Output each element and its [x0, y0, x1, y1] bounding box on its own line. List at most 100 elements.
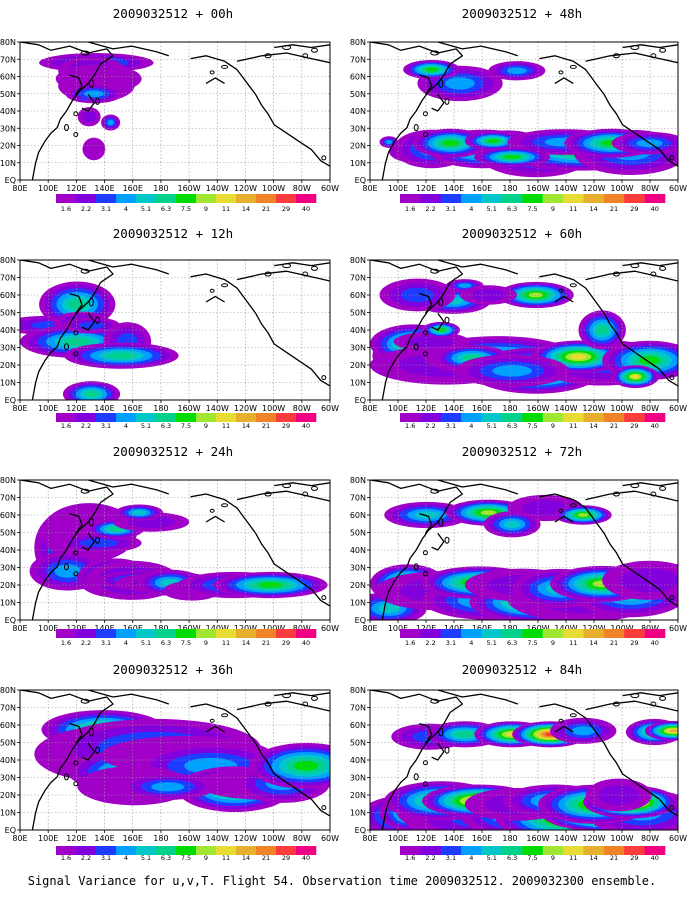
variance-contour: [504, 154, 521, 160]
x-tick-label: 160W: [526, 404, 549, 413]
y-tick-label: 80N: [350, 256, 366, 265]
x-tick-label: 120W: [234, 404, 257, 413]
colorbar-swatch: [563, 194, 584, 203]
colorbar-swatch: [216, 629, 237, 638]
y-tick-label: EQ: [355, 396, 366, 405]
x-tick-label: 160E: [123, 624, 143, 633]
x-tick-label: 160E: [472, 404, 492, 413]
colorbar-swatch: [420, 846, 442, 855]
variance-contour: [408, 335, 455, 348]
colorbar-label: 9: [204, 854, 208, 862]
colorbar-label: 5.1: [141, 422, 151, 430]
coastlines: [370, 690, 678, 830]
variance-contour: [294, 761, 319, 771]
variance-contour: [82, 110, 97, 123]
colorbar-label: 9: [204, 639, 208, 647]
x-tick-label: 160W: [177, 184, 200, 193]
y-tick-label: 40N: [350, 326, 366, 335]
variance-contour: [631, 374, 640, 379]
map-panel: 2009032512 + 12h 80E 100E 120E 140E 160E 180 16…: [0, 226, 339, 430]
colorbar-label: 1.6: [61, 854, 71, 862]
y-tick-label: 50N: [350, 529, 366, 538]
colorbar-swatch: [563, 846, 584, 855]
colorbar-swatch: [76, 194, 97, 203]
variance-contour: [442, 140, 459, 147]
colorbar-swatch: [583, 194, 605, 203]
x-tick-label: 160E: [472, 624, 492, 633]
map-panel: 2009032512 + 72h 80E 100E 120E 140E 160E 180 16…: [350, 444, 687, 647]
colorbar-label: 40: [651, 639, 659, 647]
y-tick-label: 50N: [0, 739, 16, 748]
colorbar-label: 1.6: [405, 639, 415, 647]
coastlines: [370, 42, 678, 180]
y-tick-label: 10N: [0, 809, 16, 818]
y-tick-label: EQ: [355, 176, 366, 185]
colorbar-label: 29: [282, 205, 290, 213]
x-tick-label: 160W: [177, 834, 200, 843]
x-tick-label: 140E: [444, 184, 464, 193]
colorbar-label: 7.5: [527, 422, 537, 430]
colorbar-label: 9: [551, 422, 555, 430]
colorbar-label: 7.5: [527, 639, 537, 647]
x-tick-label: 140E: [94, 834, 114, 843]
x-tick-label: 160E: [123, 184, 143, 193]
colorbar-swatch: [56, 629, 77, 638]
variance-contour: [480, 510, 497, 516]
colorbar-label: 40: [302, 205, 310, 213]
coastlines: [20, 480, 330, 620]
x-tick-label: 140W: [206, 624, 229, 633]
y-tick-label: 60N: [350, 511, 366, 520]
colorbar-swatch: [400, 846, 421, 855]
colorbar-swatch: [276, 194, 297, 203]
x-tick-label: 160E: [472, 834, 492, 843]
colorbar-swatch: [96, 413, 117, 422]
panel-title: 2009032512 + 36h: [113, 662, 233, 677]
colorbar-label: 2.2: [81, 639, 91, 647]
colorbar-label: 4: [124, 854, 128, 862]
y-tick-label: 80N: [0, 38, 16, 47]
y-tick-label: 40N: [0, 326, 16, 335]
variance-field: [370, 278, 678, 394]
colorbar-label: 7.5: [181, 422, 191, 430]
colorbar-swatch: [296, 846, 317, 855]
colorbar-label: 29: [630, 422, 638, 430]
variance-contour: [571, 726, 595, 736]
x-tick-label: 100W: [262, 404, 285, 413]
y-tick-label: EQ: [5, 826, 16, 835]
colorbar-swatch: [56, 194, 77, 203]
x-tick-label: 140W: [554, 404, 577, 413]
colorbar: 1.6 2.2 3.1 4 5.1 6.3 7.5 9 11 14 21 29 40: [56, 194, 317, 213]
colorbar-swatch: [461, 846, 482, 855]
x-tick-label: 140W: [554, 184, 577, 193]
x-tick-label: 180: [502, 624, 517, 633]
colorbar-swatch: [136, 194, 157, 203]
variance-contour: [492, 365, 532, 377]
map-panel: 2009032512 + 60h 80E 100E 120E 140E 160E 180 16…: [350, 226, 687, 430]
colorbar-swatch: [400, 413, 421, 422]
x-tick-label: 160W: [177, 404, 200, 413]
colorbar-swatch: [296, 194, 317, 203]
y-tick-label: 10N: [350, 809, 366, 818]
variance-contour: [84, 390, 99, 398]
x-tick-label: 100E: [38, 404, 58, 413]
colorbar-label: 21: [610, 639, 618, 647]
y-tick-label: EQ: [5, 176, 16, 185]
colorbar-label: 4: [124, 422, 128, 430]
y-tick-label: EQ: [5, 616, 16, 625]
graticule: [20, 480, 330, 620]
y-tick-label: 30N: [350, 774, 366, 783]
colorbar-swatch: [236, 629, 257, 638]
x-tick-label: 60W: [321, 404, 339, 413]
colorbar-swatch: [583, 846, 605, 855]
y-tick-label: 70N: [0, 494, 16, 503]
colorbar-label: 3.1: [101, 422, 111, 430]
colorbar-label: 21: [262, 422, 270, 430]
x-tick-label: 80E: [12, 184, 27, 193]
colorbar-swatch: [461, 194, 482, 203]
colorbar-label: 4: [124, 205, 128, 213]
y-tick-label: 10N: [0, 379, 16, 388]
colorbar-label: 7.5: [527, 205, 537, 213]
colorbar-label: 4: [469, 422, 473, 430]
y-tick-label: 80N: [350, 38, 366, 47]
y-tick-label: 50N: [0, 90, 16, 99]
